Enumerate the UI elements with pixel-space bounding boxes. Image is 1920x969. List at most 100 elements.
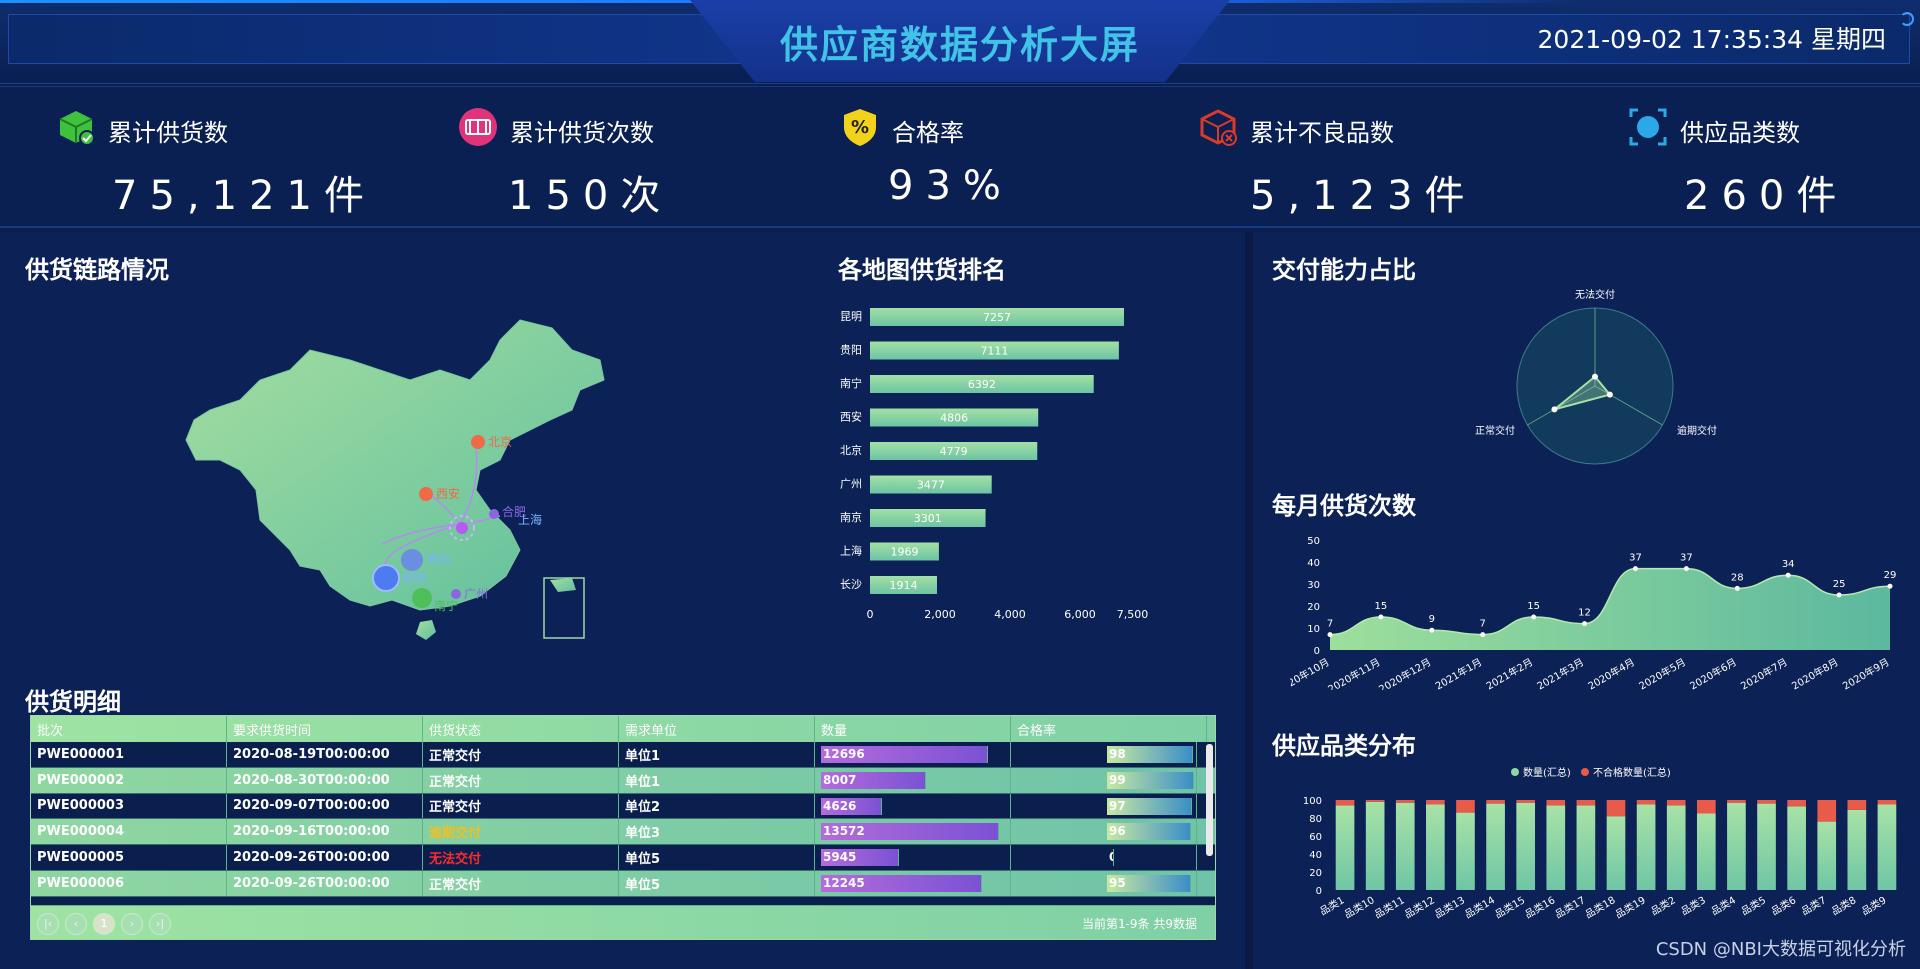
map-marker-hub (449, 515, 475, 541)
rank-bar[interactable] (870, 576, 937, 594)
stack-x-tick: 品类5 (1739, 893, 1768, 917)
cell-rate: 97 (1011, 793, 1197, 819)
area-point[interactable] (1887, 583, 1893, 589)
area-x-tick: 2020年4月 (1586, 655, 1637, 690)
cell-qty: 4626 (815, 793, 1011, 819)
stack-bar-defect[interactable] (1576, 800, 1596, 806)
header-left-band (8, 14, 748, 64)
legend-label[interactable]: 不合格数量(汇总) (1593, 766, 1671, 779)
stack-bar-defect[interactable] (1847, 800, 1867, 810)
col-header-unit[interactable]: 需求单位 (619, 716, 815, 742)
stack-bar-qty[interactable] (1847, 809, 1867, 890)
next-page-icon[interactable]: › (121, 913, 143, 935)
stack-bar-qty[interactable] (1727, 802, 1746, 890)
monthly-section-title: 每月供货次数 (1272, 492, 1416, 520)
stack-bar-defect[interactable] (1817, 800, 1837, 822)
rank-bar[interactable] (870, 375, 1094, 393)
col-header-rate[interactable]: 合格率 (1011, 716, 1207, 742)
area-point[interactable] (1429, 627, 1435, 633)
rank-bar[interactable] (870, 408, 1039, 427)
stack-bar-qty[interactable] (1636, 804, 1656, 891)
rank-category-label: 西安 (840, 410, 862, 424)
table-scrollbar[interactable] (1206, 744, 1213, 856)
area-point[interactable] (1632, 566, 1638, 572)
stack-bar-defect[interactable] (1516, 800, 1536, 803)
table-row[interactable]: PWE000001 2020-08-19T00:00:00 正常交付 单位1 12696… (31, 742, 1215, 768)
area-point[interactable] (1734, 585, 1740, 591)
legend-label[interactable]: 数量(汇总) (1523, 766, 1571, 779)
rank-bar[interactable] (870, 542, 939, 561)
stack-bar-qty[interactable] (1335, 805, 1355, 890)
qty-value: 8007 (823, 772, 857, 787)
stack-bar-qty[interactable] (1426, 804, 1445, 891)
stack-bar-defect[interactable] (1486, 800, 1505, 804)
area-point[interactable] (1327, 632, 1333, 638)
stack-bar-qty[interactable] (1757, 803, 1776, 890)
last-page-icon[interactable]: ›| (149, 913, 171, 935)
stack-bar-qty[interactable] (1546, 805, 1566, 890)
area-point[interactable] (1836, 592, 1842, 598)
stack-bar-defect[interactable] (1606, 800, 1626, 817)
rank-bar[interactable] (870, 475, 992, 494)
area-point[interactable] (1531, 614, 1537, 620)
stack-bar-qty[interactable] (1787, 806, 1806, 890)
page-number-button[interactable]: 1 (93, 913, 115, 935)
stack-bar-qty[interactable] (1606, 816, 1626, 890)
stack-bar-qty[interactable] (1666, 805, 1686, 890)
area-point[interactable] (1785, 572, 1791, 578)
area-value-label: 7 (1327, 619, 1333, 630)
area-point[interactable] (1480, 632, 1486, 638)
rank-bar[interactable] (870, 308, 1124, 326)
stack-bar-defect[interactable] (1456, 800, 1475, 813)
prev-page-icon[interactable]: ‹ (65, 913, 87, 935)
stack-bar-qty[interactable] (1395, 802, 1415, 890)
rank-bar[interactable] (870, 509, 986, 527)
area-point[interactable] (1683, 566, 1689, 572)
stack-bar-qty[interactable] (1817, 821, 1837, 890)
rank-bar[interactable] (870, 341, 1119, 360)
radar-point[interactable] (1606, 391, 1613, 398)
stack-bar-qty[interactable] (1486, 803, 1505, 890)
cell-qty: 13572 (815, 819, 1011, 845)
stack-bar-defect[interactable] (1666, 800, 1686, 806)
stack-bar-qty[interactable] (1576, 805, 1596, 890)
cell-qty: 12696 (815, 742, 1011, 767)
stack-bar-defect[interactable] (1365, 800, 1385, 802)
stack-bar-qty[interactable] (1365, 801, 1385, 890)
stack-bar-defect[interactable] (1636, 800, 1656, 805)
area-y-tick: 0 (1314, 646, 1320, 657)
col-header-status[interactable]: 供货状态 (423, 716, 619, 742)
stack-bar-qty[interactable] (1696, 813, 1716, 891)
stack-bar-defect[interactable] (1727, 800, 1746, 803)
stack-bar-qty[interactable] (1516, 802, 1536, 890)
stack-bar-defect[interactable] (1546, 800, 1566, 806)
area-point[interactable] (1582, 621, 1588, 627)
table-row[interactable]: PWE000004 2020-09-16T00:00:00 逾期交付 单位3 13572… (31, 819, 1215, 846)
stack-bar-defect[interactable] (1335, 800, 1355, 806)
stack-bar-defect[interactable] (1696, 800, 1716, 814)
col-header-qty[interactable]: 数量 (815, 716, 1011, 742)
stack-bar-defect[interactable] (1757, 800, 1776, 804)
pagination-info: 当前第1-9条 共9数据 (1081, 917, 1197, 931)
col-header-time[interactable]: 要求供货时间 (227, 716, 423, 742)
svg-text:%: % (851, 117, 869, 138)
stack-bar-defect[interactable] (1787, 800, 1806, 807)
rank-bar[interactable] (870, 442, 1038, 460)
first-page-icon[interactable]: |‹ (37, 913, 59, 935)
stack-bar-qty[interactable] (1456, 812, 1475, 890)
map-south-sea-inset (543, 577, 585, 639)
stack-bar-defect[interactable] (1426, 800, 1445, 805)
stack-bar-qty[interactable] (1877, 804, 1897, 891)
stack-bar-defect[interactable] (1877, 800, 1897, 805)
col-header-batch[interactable]: 批次 (31, 716, 227, 742)
table-row[interactable]: PWE000002 2020-08-30T00:00:00 正常交付 单位1 8007 9… (31, 767, 1215, 794)
stack-bar-defect[interactable] (1395, 800, 1415, 803)
table-row[interactable]: PWE000003 2020-09-07T00:00:00 正常交付 单位2 4626 9… (31, 793, 1215, 820)
radar-point[interactable] (1592, 373, 1598, 380)
rank-category-label: 上海 (840, 544, 862, 558)
area-point[interactable] (1378, 614, 1384, 620)
table-row[interactable]: PWE000006 2020-09-26T00:00:00 正常交付 单位5 12245… (31, 870, 1215, 897)
radar-axis (1594, 385, 1663, 426)
radar-point[interactable] (1551, 406, 1558, 413)
